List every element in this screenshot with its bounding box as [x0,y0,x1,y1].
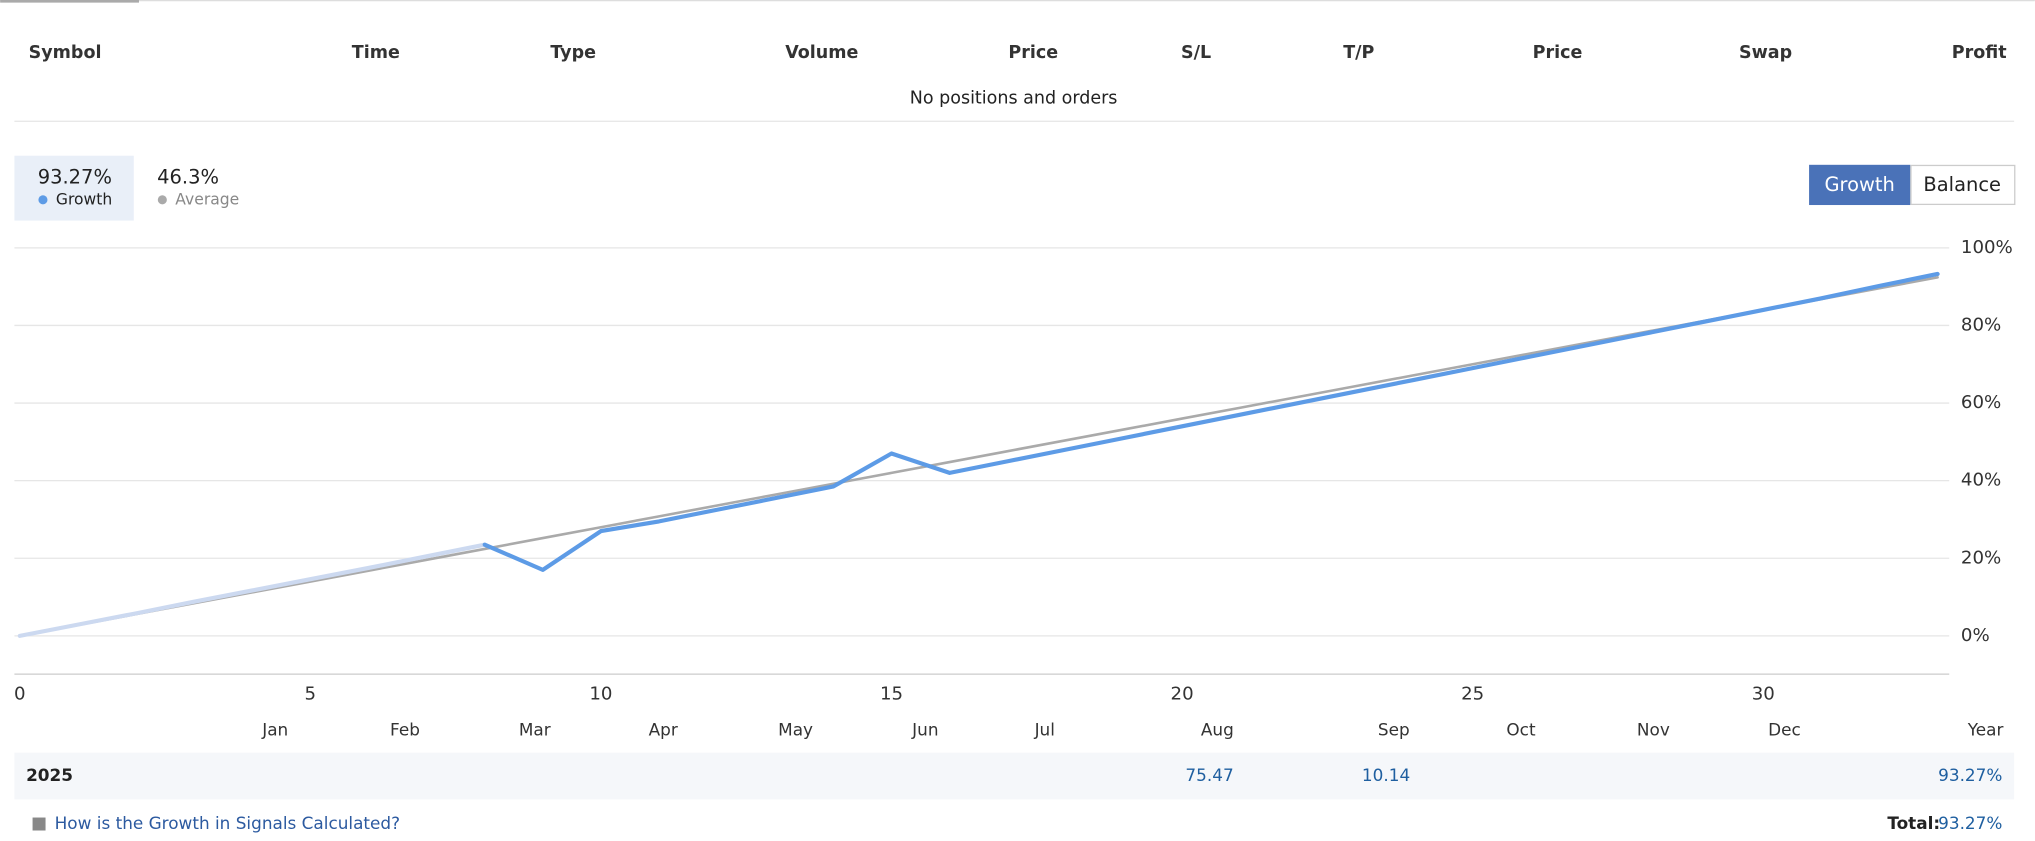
y-tick-label: 80% [1961,314,2001,335]
month-label: Year [1967,720,2004,740]
column-header: Price [1533,43,1583,63]
legend-dot [38,195,48,205]
month-label: Mar [519,720,551,740]
x-tick-label: 15 [880,683,903,704]
month-label: Jul [1034,720,1055,740]
month-label: Dec [1768,720,1801,740]
year-value: 93.27% [1938,765,2002,785]
balance-button[interactable] [1910,164,2016,206]
column-header: Type [550,43,596,63]
column-header: Swap [1739,43,1792,63]
month-label: Apr [649,720,678,740]
button-label[interactable]: Balance [1923,173,2001,196]
month-label: Jun [911,720,938,740]
x-tick-label: 20 [1171,683,1194,704]
column-header: Time [352,43,400,63]
legend-dot [157,195,167,205]
month-label: Jan [261,720,288,740]
month-label: Aug [1201,720,1234,740]
stat-value: 46.3% [157,165,219,188]
x-tick-label: 0 [14,683,26,704]
column-header: S/L [1181,43,1211,63]
series-line [17,542,487,638]
growth-button[interactable] [1809,164,1911,206]
year-value: 75.47 [1185,765,1233,785]
total-label: Total: [1887,813,1940,833]
column-header: T/P [1343,43,1374,63]
column-header: Price [1008,43,1058,63]
stat-value: 93.27% [38,165,112,188]
y-tick-label: 40% [1961,470,2001,491]
month-label: Feb [390,720,420,740]
month-label: May [778,720,813,740]
x-tick-label: 25 [1461,683,1484,704]
month-label: Sep [1378,720,1410,740]
total-value: 93.27% [1938,813,2002,833]
stat-label: Growth [56,190,112,208]
y-tick-label: 100% [1961,237,2013,258]
y-tick-label: 0% [1961,625,1990,646]
year-row-bg [14,752,2015,800]
column-header: Profit [1952,43,2007,63]
month-label: Nov [1637,720,1670,740]
stat-label: Average [175,190,239,208]
help-link[interactable]: How is the Growth in Signals Calculated? [55,813,400,833]
y-tick-label: 20% [1961,547,2001,568]
month-label: Oct [1506,720,1536,740]
series-line [482,271,1940,572]
column-header: Symbol [29,43,102,63]
year-label: 2025 [26,765,73,785]
y-tick-label: 60% [1961,392,2001,413]
year-value: 10.14 [1362,765,1410,785]
help-icon [32,817,46,831]
column-header: Volume [785,43,858,63]
x-tick-label: 10 [589,683,612,704]
x-tick-label: 30 [1752,683,1775,704]
x-tick-label: 5 [305,683,317,704]
empty-message: No positions and orders [910,89,1118,109]
stat-box [14,155,134,221]
button-label[interactable]: Growth [1824,173,1894,196]
